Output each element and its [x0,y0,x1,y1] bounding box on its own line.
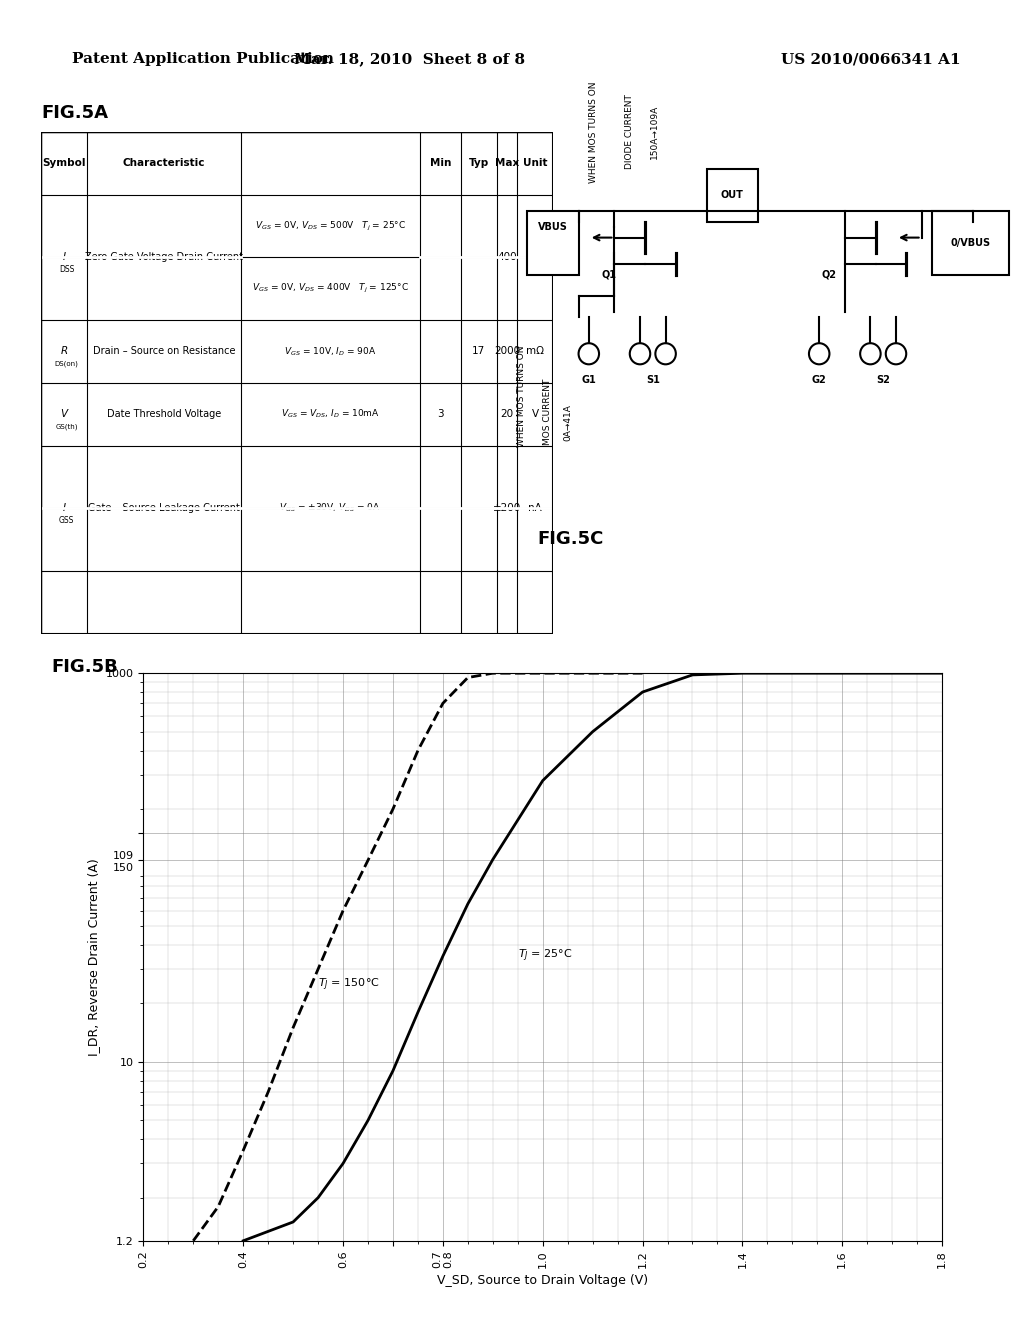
Text: $V_{GS}$ = 0V, $V_{DS}$ = 400V   $T_j$ = 125°C: $V_{GS}$ = 0V, $V_{DS}$ = 400V $T_j$ = 1… [252,282,409,296]
Text: MOS CURRENT: MOS CURRENT [543,379,552,445]
Text: Unit: Unit [523,158,547,169]
Text: G1: G1 [582,375,596,385]
Text: ±200: ±200 [493,503,521,513]
Text: 400: 400 [497,252,517,263]
Text: I: I [62,252,66,263]
Text: Typ: Typ [469,158,488,169]
Text: mΩ: mΩ [526,346,544,356]
Text: $V_{GS}$ = $V_{DS}$, $I_D$ = 10mA: $V_{GS}$ = $V_{DS}$, $I_D$ = 10mA [281,408,380,420]
Text: $V_{GS}$ = ±30V, $V_{DS}$ = 0A: $V_{GS}$ = ±30V, $V_{DS}$ = 0A [280,502,381,515]
Text: GSS: GSS [58,516,75,525]
Y-axis label: I_DR, Reverse Drain Current (A): I_DR, Reverse Drain Current (A) [87,858,100,1056]
Text: FIG.5B: FIG.5B [51,657,118,676]
Text: μA: μA [528,252,542,263]
Bar [527,211,579,275]
Text: Patent Application Publication: Patent Application Publication [72,53,334,66]
Text: DSS: DSS [58,265,75,275]
Text: GS(th): GS(th) [55,424,78,430]
Text: Drain – Source on Resistance: Drain – Source on Resistance [92,346,236,356]
Text: US 2010/0066341 A1: US 2010/0066341 A1 [780,53,961,66]
Text: $V_{GS}$ = 0V, $V_{DS}$ = 500V   $T_j$ = 25°C: $V_{GS}$ = 0V, $V_{DS}$ = 500V $T_j$ = 2… [255,219,406,232]
Text: OUT: OUT [721,190,743,201]
Bar [707,169,758,222]
Text: I: I [62,503,66,513]
Text: 0/VBUS: 0/VBUS [950,238,990,248]
Text: 3: 3 [437,409,443,420]
Text: DS(on): DS(on) [54,360,79,367]
Text: nA: nA [528,503,542,513]
Text: 2000: 2000 [494,346,520,356]
Text: VBUS: VBUS [538,222,568,232]
X-axis label: V_SD, Source to Drain Voltage (V): V_SD, Source to Drain Voltage (V) [437,1274,648,1287]
Text: Gate – Source Leakage Current: Gate – Source Leakage Current [88,503,240,513]
Text: Min: Min [430,158,451,169]
Text: Max: Max [495,158,519,169]
Text: 17: 17 [472,346,485,356]
Text: DIODE CURRENT: DIODE CURRENT [625,95,634,169]
Text: 0A→41A: 0A→41A [563,404,572,441]
Text: V: V [531,409,539,420]
Text: Q1: Q1 [602,269,616,280]
Text: Date Threshold Voltage: Date Threshold Voltage [106,409,221,420]
Text: Mar. 18, 2010  Sheet 8 of 8: Mar. 18, 2010 Sheet 8 of 8 [294,53,525,66]
Text: WHEN MOS TURNS ON: WHEN MOS TURNS ON [517,346,526,446]
Text: $T_J$ = 150°C: $T_J$ = 150°C [318,977,380,993]
Text: $V_{GS}$ = 10V, $I_D$ = 90A: $V_{GS}$ = 10V, $I_D$ = 90A [284,346,377,358]
Bar [932,211,1009,275]
Text: Zero Gate Voltage Drain Current: Zero Gate Voltage Drain Current [85,252,243,263]
Text: $T_J$ = 25°C: $T_J$ = 25°C [518,948,572,965]
Text: Q2: Q2 [822,269,837,280]
Text: Symbol: Symbol [42,158,86,169]
Text: S1: S1 [646,375,659,385]
Text: 20: 20 [501,409,513,420]
Text: S2: S2 [877,375,890,385]
Text: R: R [60,346,68,356]
Text: WHEN MOS TURNS ON: WHEN MOS TURNS ON [589,82,598,182]
Text: 150A→109A: 150A→109A [650,104,659,160]
Text: Characteristic: Characteristic [123,158,205,169]
Text: FIG.5C: FIG.5C [538,529,604,548]
Text: FIG.5A: FIG.5A [41,104,108,121]
Text: G2: G2 [812,375,826,385]
Text: V: V [60,409,68,420]
